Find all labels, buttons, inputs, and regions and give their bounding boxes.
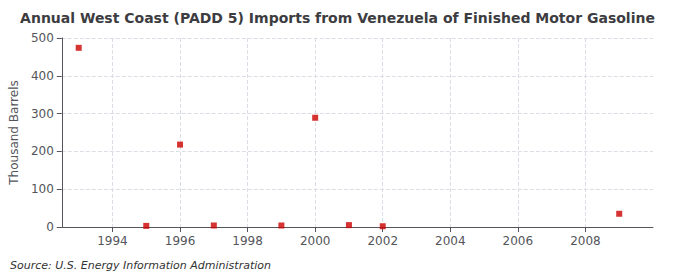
svg-text:1994: 1994	[97, 234, 128, 248]
svg-text:2004: 2004	[435, 234, 466, 248]
svg-text:2006: 2006	[503, 234, 534, 248]
svg-text:500: 500	[31, 31, 54, 45]
svg-text:2008: 2008	[570, 234, 601, 248]
svg-text:100: 100	[31, 182, 54, 196]
svg-text:Thousand Barrels: Thousand Barrels	[7, 80, 21, 185]
svg-text:Annual West Coast (PADD 5) Imp: Annual West Coast (PADD 5) Imports from …	[20, 10, 655, 26]
svg-text:2002: 2002	[367, 234, 398, 248]
svg-text:1996: 1996	[165, 234, 196, 248]
svg-text:300: 300	[31, 107, 54, 121]
svg-text:400: 400	[31, 69, 54, 83]
svg-text:1998: 1998	[232, 234, 263, 248]
svg-text:0: 0	[46, 220, 54, 234]
svg-text:2000: 2000	[300, 234, 331, 248]
svg-text:Source: U.S. Energy Informatio: Source: U.S. Energy Information Administ…	[10, 259, 271, 272]
svg-text:200: 200	[31, 144, 54, 158]
